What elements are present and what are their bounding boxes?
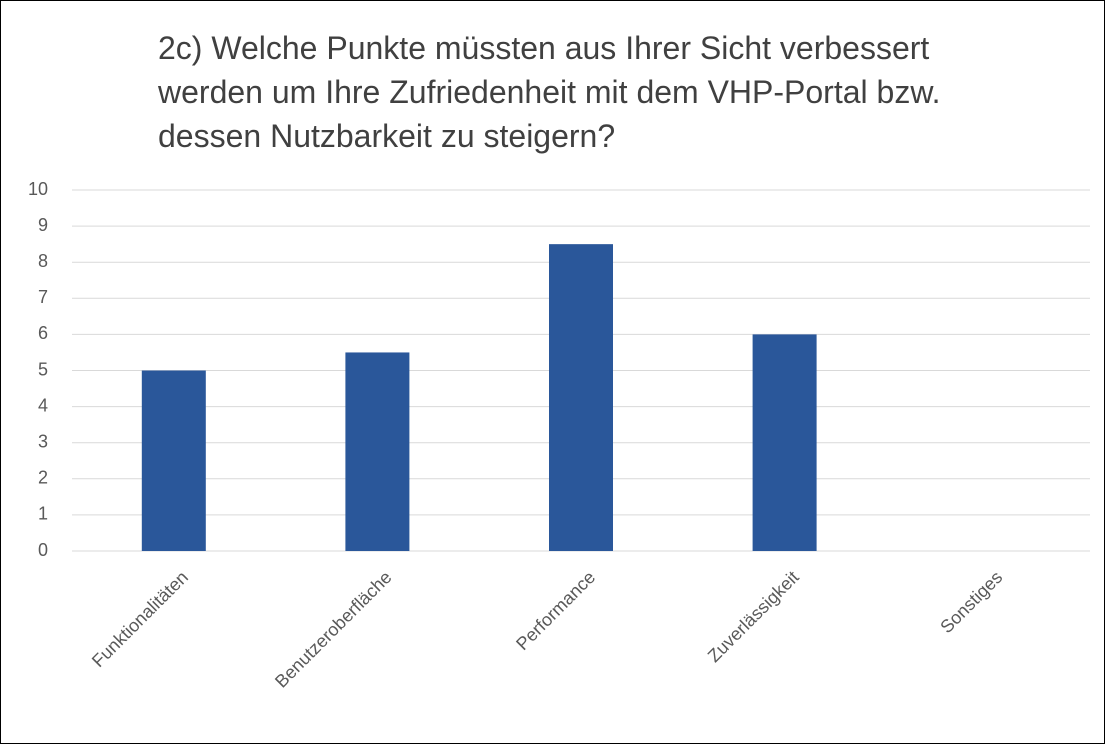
bar	[752, 334, 817, 551]
y-tick-label: 0	[38, 540, 48, 560]
y-tick-label: 6	[38, 323, 48, 343]
chart-title: 2c) Welche Punkte müssten aus Ihrer Sich…	[158, 30, 941, 154]
x-tick-label: Performance	[512, 567, 599, 654]
y-tick-label: 5	[38, 359, 48, 379]
bar	[345, 352, 410, 551]
x-tick-label: Zuverlässigkeit	[704, 567, 803, 666]
y-tick-label: 10	[28, 179, 48, 199]
y-tick-label: 2	[38, 468, 48, 488]
x-tick-label: Funktionalitäten	[88, 567, 192, 671]
y-tick-label: 8	[38, 251, 48, 271]
x-tick-label: Benutzeroberfläche	[271, 567, 396, 692]
y-tick-label: 1	[38, 504, 48, 524]
y-tick-label: 3	[38, 431, 48, 451]
bar	[549, 244, 613, 551]
x-tick-label: Sonstiges	[936, 567, 1006, 637]
bar	[141, 370, 206, 551]
y-tick-label: 7	[38, 287, 48, 307]
y-tick-label: 4	[38, 395, 48, 415]
y-tick-label: 9	[38, 215, 48, 235]
